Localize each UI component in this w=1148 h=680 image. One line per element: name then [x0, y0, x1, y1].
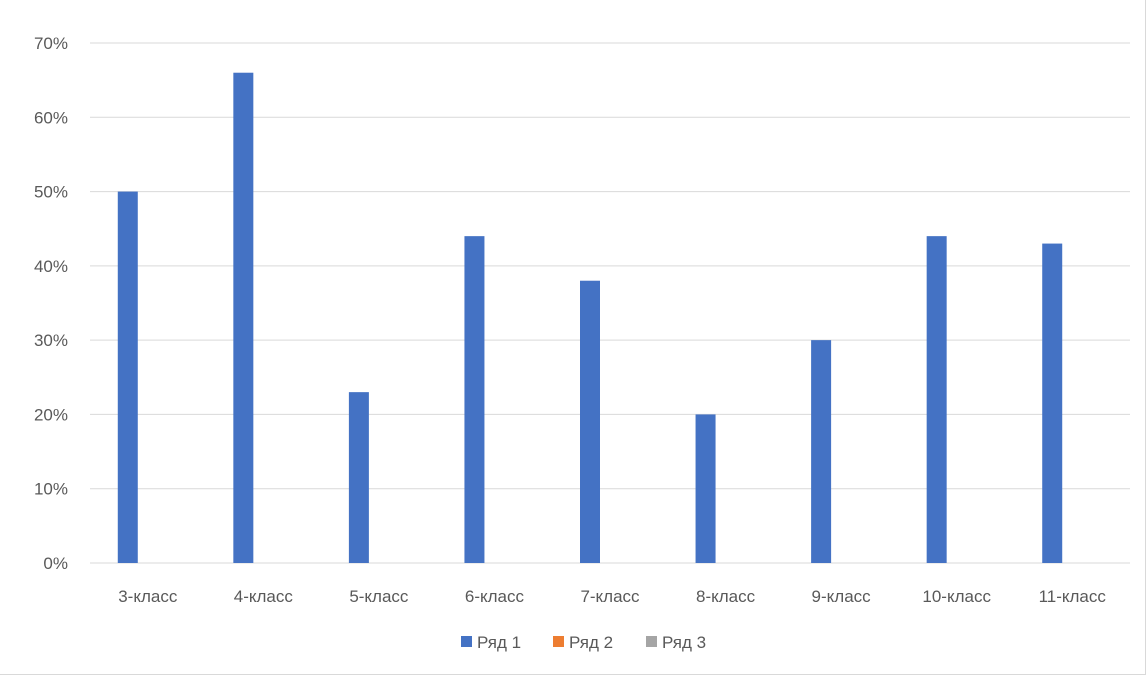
x-tick-label: 8-класс	[696, 587, 756, 606]
bar-1-5	[580, 280, 600, 563]
x-tick-label: 6-класс	[465, 587, 525, 606]
y-tick-label: 40%	[34, 257, 68, 276]
legend: Ряд 1 Ряд 2 Ряд 3	[461, 633, 706, 652]
bar-1-9	[1042, 243, 1063, 564]
legend-label: Ряд 3	[662, 633, 706, 652]
legend-label: Ряд 1	[477, 633, 521, 652]
bar-1-4	[464, 236, 485, 563]
y-tick-label: 60%	[34, 108, 68, 127]
y-tick-label: 0%	[43, 554, 68, 573]
legend-swatch-3	[646, 636, 657, 647]
x-tick-label: 3-класс	[118, 587, 178, 606]
legend-swatch-2	[553, 636, 564, 647]
y-tick-label: 70%	[34, 34, 68, 53]
bar-1-2	[233, 72, 254, 563]
y-tick-label: 20%	[34, 405, 68, 424]
bar-1-3	[348, 392, 369, 563]
y-tick-label: 10%	[34, 480, 68, 499]
gridlines	[90, 42, 1130, 564]
y-tick-label: 30%	[34, 331, 68, 350]
x-tick-label: 7-класс	[580, 587, 640, 606]
bars	[117, 72, 1063, 564]
x-axis-tick-labels: 3-класс 4-класс 5-класс 6-класс 7-класс 8-кла…	[118, 587, 1106, 606]
x-tick-label: 5-класс	[349, 587, 409, 606]
x-tick-label: 4-класс	[234, 587, 294, 606]
bar-1-8	[926, 236, 947, 563]
x-tick-label: 11-класс	[1039, 587, 1107, 606]
legend-swatch-1	[461, 636, 472, 647]
legend-label: Ряд 2	[569, 633, 613, 652]
bar-1-6	[695, 414, 716, 563]
y-axis-tick-labels: 0% 10% 20% 30% 40% 50% 60% 70%	[34, 34, 68, 573]
bar-1-7	[811, 340, 832, 563]
x-tick-label: 9-класс	[812, 587, 872, 606]
y-tick-label: 50%	[34, 183, 68, 202]
bar-1-1	[117, 191, 138, 564]
x-tick-label: 10-класс	[922, 587, 991, 606]
